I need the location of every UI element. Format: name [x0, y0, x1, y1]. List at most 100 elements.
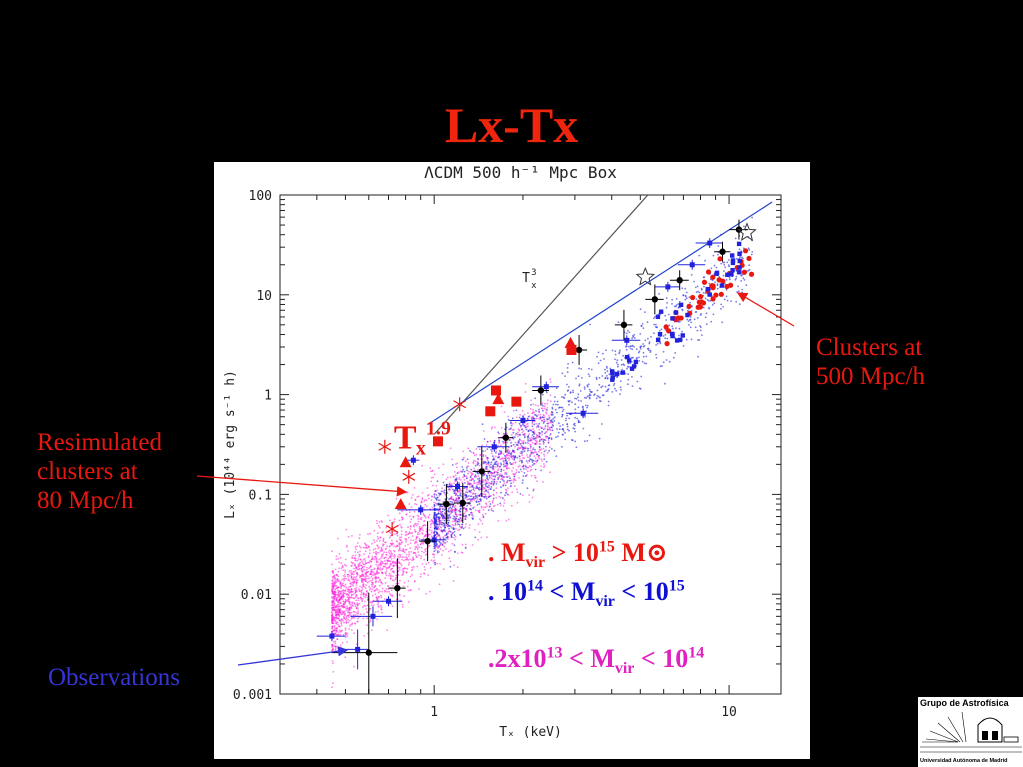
- sim-point: [473, 454, 476, 457]
- sim-point: [412, 558, 414, 560]
- sim-point: [395, 545, 397, 548]
- sim-point: [391, 605, 394, 607]
- sim-point: [450, 549, 452, 552]
- sim-point: [363, 553, 365, 555]
- sim-point: [378, 551, 380, 554]
- sim-point: [377, 524, 380, 527]
- sim-point: [420, 546, 423, 549]
- legend-massive-sub: vir: [525, 554, 546, 572]
- sim-point: [485, 481, 488, 483]
- sim-point: [529, 407, 532, 410]
- sim-point: [375, 519, 378, 522]
- sim-point: [363, 613, 365, 615]
- sim-point: [390, 550, 392, 553]
- sim-point: [394, 533, 396, 535]
- sim-point: [369, 532, 371, 535]
- legend-massive: . Mvir > 1015 M⊙: [488, 538, 668, 572]
- sim-point: [400, 525, 402, 528]
- sim-point: [338, 561, 341, 564]
- sim-point: [441, 487, 443, 490]
- sim-point: [417, 515, 420, 518]
- sim-point: [494, 426, 496, 429]
- sim-point: [331, 660, 334, 662]
- sim-point: [350, 617, 353, 620]
- sim-point: [332, 671, 335, 673]
- sim-point: [413, 510, 416, 513]
- sim-point: [405, 553, 408, 556]
- sim-point: [486, 536, 488, 539]
- sim-point: [334, 579, 337, 582]
- sim-point: [371, 581, 373, 584]
- sim-point: [385, 551, 388, 554]
- sim-point: [380, 594, 382, 597]
- sim-point: [381, 568, 384, 570]
- sim-point: [380, 608, 383, 611]
- sim-point: [357, 610, 359, 612]
- sim-point: [382, 530, 384, 533]
- sim-point: [416, 565, 419, 568]
- sim-point: [343, 617, 346, 619]
- sim-point: [375, 587, 378, 590]
- sim-point: [400, 564, 403, 567]
- sim-point: [442, 536, 445, 539]
- sim-point: [343, 563, 346, 566]
- y-tick-label: 1: [264, 389, 272, 404]
- plot-area: [316, 195, 773, 694]
- sim-point: [498, 442, 500, 444]
- sim-point: [371, 574, 374, 577]
- sim-point: [366, 624, 368, 627]
- sim-point: [354, 587, 357, 590]
- sim-point: [523, 457, 526, 460]
- sim-point: [415, 556, 418, 559]
- sim-point: [331, 550, 333, 553]
- sim-point: [385, 588, 388, 590]
- sim-point: [429, 526, 432, 529]
- sim-point: [466, 510, 468, 512]
- sim-point: [342, 633, 345, 636]
- sim-point: [359, 558, 362, 561]
- sim-point: [349, 619, 351, 622]
- lx-tx-scatter-plot: ΛCDM 500 h⁻¹ Mpc Box Tₓ (keV) Lₓ (10⁴⁴ erg…: [223, 163, 782, 740]
- sim-point: [416, 547, 419, 549]
- sim-point: [392, 585, 394, 587]
- sim-point: [348, 613, 351, 616]
- sim-point: [381, 548, 383, 551]
- sim-point: [365, 590, 368, 592]
- sim-point: [398, 553, 401, 556]
- sim-point: [528, 456, 530, 459]
- sim-point: [397, 555, 399, 558]
- sim-point: [402, 585, 405, 588]
- sim-point: [352, 554, 355, 557]
- sim-point: [366, 591, 369, 594]
- sim-point: [466, 483, 469, 486]
- sim-point: [498, 432, 500, 435]
- sim-point: [464, 526, 467, 529]
- sim-point: [484, 506, 487, 509]
- sim-point: [415, 503, 418, 506]
- sim-point: [337, 570, 340, 573]
- sim-point: [443, 545, 446, 548]
- legend-intermediate-mid1: < M: [543, 577, 596, 606]
- sim-point: [425, 547, 427, 550]
- sim-point: [534, 457, 537, 460]
- sim-point: [424, 516, 427, 519]
- sim-point: [487, 488, 490, 491]
- sim-point: [354, 554, 357, 557]
- sim-point: [456, 466, 458, 469]
- sim-point: [522, 494, 524, 497]
- sim-point: [352, 573, 355, 576]
- sim-point: [528, 437, 531, 439]
- sim-point: [360, 597, 362, 600]
- sim-point: [346, 544, 348, 547]
- sim-point: [534, 439, 537, 442]
- sim-point: [371, 542, 373, 545]
- sim-point: [367, 575, 369, 578]
- sim-point: [436, 562, 438, 565]
- sim-point: [344, 636, 347, 638]
- sim-point: [366, 604, 369, 607]
- sim-point: [484, 512, 487, 515]
- sim-point: [332, 580, 334, 583]
- sim-point: [492, 493, 495, 496]
- sim-point: [525, 468, 527, 471]
- sim-point: [349, 592, 352, 594]
